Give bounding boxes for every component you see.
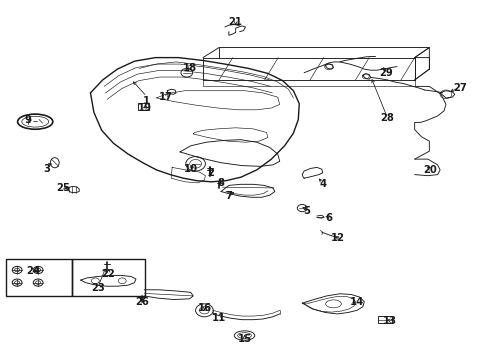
Text: 13: 13 [383,316,396,326]
Text: 23: 23 [91,283,104,293]
Text: 18: 18 [183,63,196,73]
Text: 11: 11 [211,312,226,323]
Text: 1: 1 [143,96,150,106]
Text: 3: 3 [43,164,50,174]
Text: 26: 26 [135,297,148,307]
Text: 20: 20 [423,165,436,175]
Text: 7: 7 [224,191,231,201]
Text: 15: 15 [237,334,251,344]
Text: 4: 4 [319,179,325,189]
Bar [377,316,391,323]
Text: 17: 17 [159,92,173,102]
Text: 12: 12 [330,233,344,243]
Text: 8: 8 [217,177,224,188]
Text: 2: 2 [206,168,213,178]
Text: 29: 29 [379,68,392,78]
Text: 24: 24 [26,266,40,276]
Text: 22: 22 [102,269,115,279]
Text: 9: 9 [25,114,32,125]
Text: 28: 28 [380,113,393,123]
Bar [72,259,144,296]
Bar [138,103,148,110]
Bar [6,259,72,296]
Text: 14: 14 [349,297,364,307]
Text: 19: 19 [138,103,151,113]
Text: 5: 5 [303,206,310,216]
Text: 21: 21 [228,17,242,27]
Text: 16: 16 [197,303,211,313]
Text: 25: 25 [57,183,70,193]
Text: 27: 27 [452,83,466,93]
Text: 10: 10 [183,164,197,174]
Text: 6: 6 [325,213,331,223]
